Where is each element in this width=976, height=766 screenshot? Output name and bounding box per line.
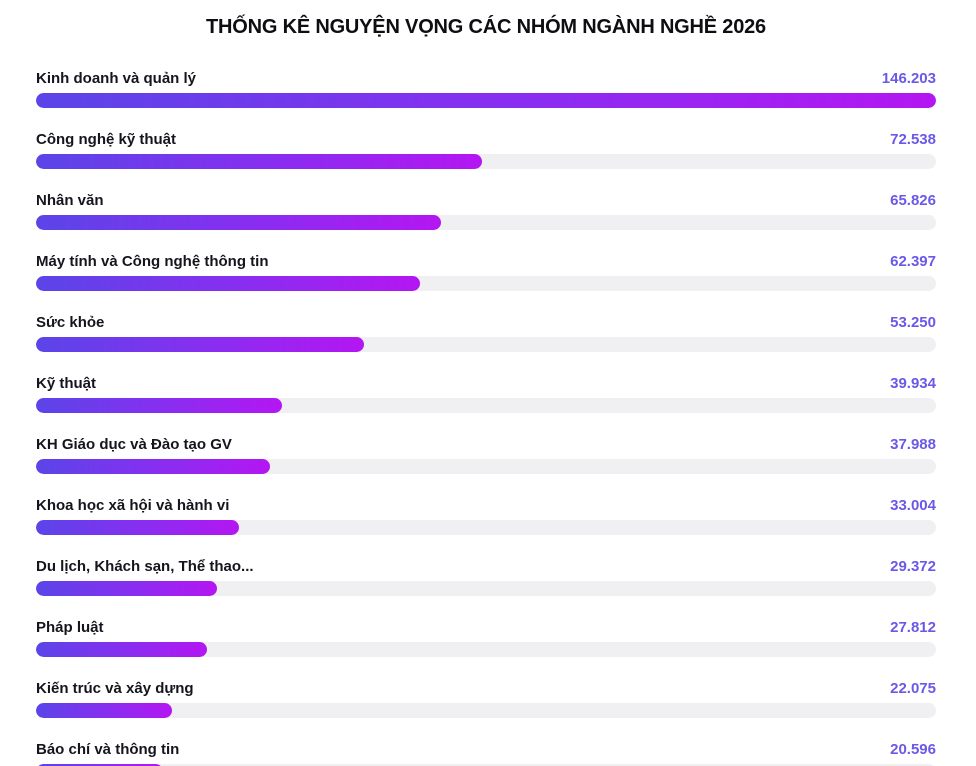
value-label: 72.538	[890, 131, 936, 148]
value-label: 22.075	[890, 680, 936, 697]
bar-fill	[36, 703, 172, 718]
bar-row: Kiến trúc và xây dựng 22.075	[36, 680, 936, 718]
bar-track	[36, 276, 936, 291]
bar-row: Nhân văn 65.826	[36, 192, 936, 230]
bar-track	[36, 764, 936, 766]
value-label: 20.596	[890, 741, 936, 758]
value-label: 33.004	[890, 497, 936, 514]
bar-row-header: Sức khỏe 53.250	[36, 314, 936, 331]
bar-row-header: Kỹ thuật 39.934	[36, 375, 936, 392]
value-label: 146.203	[881, 70, 936, 87]
bar-row: Pháp luật 27.812	[36, 619, 936, 657]
bar-row-header: KH Giáo dục và Đào tạo GV 37.988	[36, 436, 936, 453]
bar-fill	[36, 337, 364, 352]
bar-track	[36, 337, 936, 352]
value-label: 39.934	[890, 375, 936, 392]
bar-track	[36, 398, 936, 413]
bar-row: Báo chí và thông tin 20.596	[36, 741, 936, 766]
bar-track	[36, 93, 936, 108]
bar-fill	[36, 642, 207, 657]
bar-track	[36, 459, 936, 474]
value-label: 62.397	[890, 253, 936, 270]
bar-fill	[36, 154, 483, 169]
category-label: Kỹ thuật	[36, 375, 96, 392]
value-label: 29.372	[890, 558, 936, 575]
bar-fill	[36, 398, 282, 413]
bar-row: Công nghệ kỹ thuật 72.538	[36, 131, 936, 169]
category-label: Nhân văn	[36, 192, 104, 209]
bar-row: Kinh doanh và quản lý 146.203	[36, 70, 936, 108]
bar-fill	[36, 520, 240, 535]
category-label: Kinh doanh và quản lý	[36, 70, 197, 87]
bar-track	[36, 520, 936, 535]
bar-rows: Kinh doanh và quản lý 146.203 Công nghệ …	[36, 70, 936, 766]
category-label: Pháp luật	[36, 619, 104, 636]
bar-fill	[36, 93, 936, 108]
category-label: Sức khỏe	[36, 314, 105, 331]
category-label: Kiến trúc và xây dựng	[36, 680, 194, 697]
category-label: KH Giáo dục và Đào tạo GV	[36, 436, 232, 453]
bar-fill	[36, 276, 421, 291]
bar-row: Máy tính và Công nghệ thông tin 62.397	[36, 253, 936, 291]
bar-row: KH Giáo dục và Đào tạo GV 37.988	[36, 436, 936, 474]
category-label: Máy tính và Công nghệ thông tin	[36, 253, 269, 270]
bar-row-header: Máy tính và Công nghệ thông tin 62.397	[36, 253, 936, 270]
bar-row: Sức khỏe 53.250	[36, 314, 936, 352]
category-label: Báo chí và thông tin	[36, 741, 180, 758]
bar-track	[36, 215, 936, 230]
bar-row-header: Kiến trúc và xây dựng 22.075	[36, 680, 936, 697]
bar-row-header: Pháp luật 27.812	[36, 619, 936, 636]
bar-fill	[36, 581, 217, 596]
bar-row-header: Báo chí và thông tin 20.596	[36, 741, 936, 758]
bar-row-header: Du lịch, Khách sạn, Thể thao... 29.372	[36, 558, 936, 575]
value-label: 37.988	[890, 436, 936, 453]
chart-title: THỐNG KÊ NGUYỆN VỌNG CÁC NHÓM NGÀNH NGHỀ…	[206, 16, 766, 38]
bar-fill	[36, 459, 270, 474]
bar-fill	[36, 215, 441, 230]
bar-track	[36, 154, 936, 169]
bar-row-header: Kinh doanh và quản lý 146.203	[36, 70, 936, 87]
bar-track	[36, 642, 936, 657]
bar-row: Khoa học xã hội và hành vi 33.004	[36, 497, 936, 535]
bar-track	[36, 581, 936, 596]
bar-row-header: Nhân văn 65.826	[36, 192, 936, 209]
value-label: 53.250	[890, 314, 936, 331]
value-label: 27.812	[890, 619, 936, 636]
bar-row-header: Công nghệ kỹ thuật 72.538	[36, 131, 936, 148]
category-label: Khoa học xã hội và hành vi	[36, 497, 230, 514]
bar-row: Kỹ thuật 39.934	[36, 375, 936, 413]
bar-track	[36, 703, 936, 718]
category-label: Công nghệ kỹ thuật	[36, 131, 176, 148]
bar-row-header: Khoa học xã hội và hành vi 33.004	[36, 497, 936, 514]
bar-fill	[36, 764, 163, 766]
value-label: 65.826	[890, 192, 936, 209]
category-label: Du lịch, Khách sạn, Thể thao...	[36, 558, 254, 575]
bar-row: Du lịch, Khách sạn, Thể thao... 29.372	[36, 558, 936, 596]
